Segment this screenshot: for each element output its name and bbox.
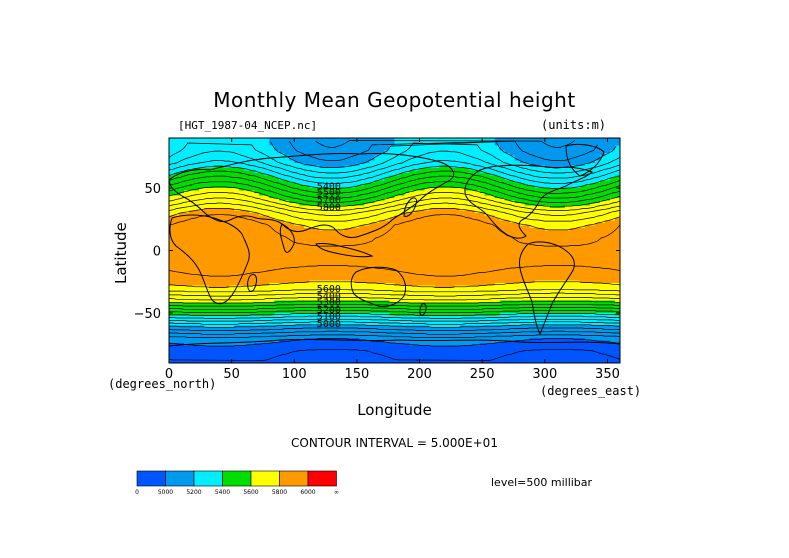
filled-contour-bands [169, 138, 620, 363]
contour-label: 5600 [317, 284, 341, 295]
japan-outline [403, 197, 417, 217]
contour-lines [169, 140, 620, 361]
contour-label: 5400 [317, 291, 341, 302]
y-axis-label-wrap: Latitude [112, 222, 174, 302]
contour-label: 5200 [317, 305, 341, 316]
x-axis: 0 50 100 150 200 250 300 350 [165, 138, 620, 382]
india-outline [279, 223, 295, 253]
y-axis-label: Latitude [112, 222, 130, 284]
x-tick-label: 100 [282, 367, 307, 382]
greenland-outline [565, 143, 605, 177]
chart-title: Monthly Mean Geopotential height [213, 88, 576, 112]
x-axis-label: Longitude [357, 401, 432, 419]
contour-interval-label: CONTOUR INTERVAL = 5.000E+01 [291, 436, 498, 450]
indonesia-outline [315, 243, 374, 258]
madagascar-outline [247, 273, 257, 292]
x-tick-label: 200 [407, 367, 432, 382]
x-tick-label: 0 [165, 367, 173, 382]
y-tick-label: 0 [153, 245, 161, 260]
x-tick-label: 50 [223, 367, 240, 382]
x-tick-label: 150 [345, 367, 370, 382]
x-tick-label: 250 [470, 367, 495, 382]
latitude-units: (degrees_north) [108, 377, 217, 391]
y-tick-label: 50 [144, 182, 161, 197]
contour-label: 5700 [317, 195, 341, 206]
new-zealand-outline [419, 303, 427, 316]
continent-outlines [169, 143, 620, 347]
y-axis: 50 0 −50 [134, 182, 620, 322]
contour-label: 5000 [317, 319, 341, 330]
antarctica-outline [169, 338, 620, 347]
south-america-outline [519, 241, 575, 336]
contour-label: 5400 [317, 181, 341, 192]
contour-label: 5100 [317, 311, 341, 322]
x-tick-label: 300 [532, 367, 557, 382]
contour-label: 5500 [317, 188, 341, 199]
australia-outline [350, 266, 407, 307]
longitude-units: (degrees_east) [540, 384, 642, 398]
contour-label: 5800 [317, 203, 341, 214]
y-tick-label: −50 [134, 307, 161, 322]
north-america-outline [464, 164, 593, 239]
contour-label: 5300 [317, 298, 341, 309]
africa-outline [169, 214, 250, 305]
units-label: (units:m) [541, 118, 607, 132]
eurasia-outline [169, 152, 455, 239]
dataset-filename: [HGT_1987-04_NCEP.nc] [178, 119, 318, 132]
pressure-level-label: level=500 millibar [491, 476, 593, 489]
x-tick-label: 350 [595, 367, 620, 382]
